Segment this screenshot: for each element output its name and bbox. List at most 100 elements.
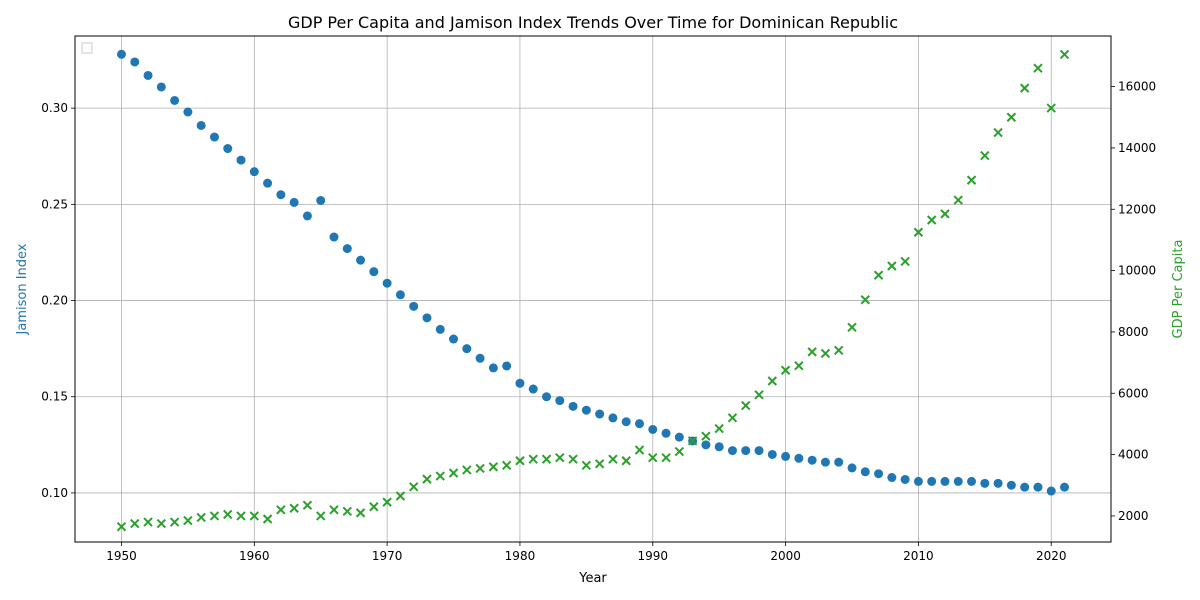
gdp-point (794, 360, 804, 371)
gdp-point (223, 509, 233, 520)
gdp-point (940, 209, 950, 219)
jamison-point (993, 478, 1003, 488)
y-right-tick-label: 12000 (1118, 202, 1156, 216)
gdp-point (1033, 63, 1043, 73)
gdp-point (608, 454, 618, 464)
gdp-point (435, 471, 445, 481)
y-axis-left-title: Jamison Index (15, 243, 30, 335)
jamison-point (980, 478, 990, 488)
gdp-point (143, 517, 153, 527)
x-axis-title: Year (578, 571, 607, 586)
jamison-point (1006, 480, 1016, 490)
gdp-point (900, 256, 910, 267)
jamison-point (528, 384, 538, 394)
jamison-point (1060, 482, 1070, 492)
jamison-point (302, 211, 312, 221)
jamison-point (249, 167, 259, 177)
jamison-point (913, 476, 923, 486)
jamison-point (581, 405, 591, 415)
jamison-point (183, 107, 193, 117)
jamison-point (316, 195, 326, 205)
jamison-point (488, 363, 498, 373)
jamison-point (449, 334, 459, 344)
y-axis-right-title: GDP Per Capita (1171, 240, 1186, 339)
jamison-point (767, 449, 777, 459)
x-tick-label: 1960 (239, 549, 270, 563)
jamison-point (727, 446, 737, 456)
jamison-point (661, 428, 671, 438)
y-right-tick-label: 2000 (1118, 509, 1149, 523)
gdp-point (701, 431, 711, 441)
chart-title: GDP Per Capita and Jamison Index Trends … (288, 13, 898, 32)
jamison-point (475, 353, 485, 363)
jamison-point (1020, 482, 1030, 492)
jamison-point (595, 409, 605, 419)
gdp-point (754, 390, 764, 400)
jamison-point (701, 440, 711, 450)
gdp-point (834, 345, 844, 356)
jamison-point (156, 82, 166, 92)
gdp-point (687, 436, 698, 446)
gdp-point (475, 463, 485, 474)
jamison-point (754, 446, 764, 456)
gdp-point (369, 502, 379, 512)
jamison-point (967, 476, 977, 486)
gdp-point (634, 445, 645, 455)
jamison-point (608, 413, 618, 423)
gdp-point (116, 521, 127, 532)
legend-box (81, 42, 93, 54)
jamison-point (223, 144, 233, 154)
gdp-point (1046, 103, 1056, 113)
jamison-point (781, 451, 791, 461)
gdp-point (355, 508, 366, 518)
x-tick-label: 1990 (637, 549, 668, 563)
gdp-point (183, 515, 193, 526)
gdp-point (528, 454, 538, 464)
gdp-point (568, 454, 578, 464)
jamison-point (196, 120, 206, 130)
gdp-point (408, 482, 419, 492)
jamison-point (236, 155, 246, 165)
gdp-point (329, 505, 339, 515)
jamison-point (329, 232, 339, 242)
jamison-point (794, 453, 804, 463)
jamison-point (953, 476, 963, 486)
gdp-point (382, 497, 392, 507)
gdp-point (422, 474, 432, 484)
jamison-point (621, 417, 631, 427)
jamison-point (435, 324, 445, 334)
y-left-tick-label: 0.30 (41, 101, 68, 115)
gdp-point (541, 454, 552, 464)
jamison-point (714, 442, 724, 452)
gdp-point (501, 460, 512, 471)
x-tick-label: 2000 (770, 549, 801, 563)
gdp-point (767, 376, 778, 386)
jamison-point (874, 469, 884, 479)
gdp-point (594, 459, 605, 469)
gdp-point (661, 452, 671, 463)
gdp-point (462, 465, 472, 475)
gdp-point (887, 261, 897, 271)
jamison-point (209, 132, 219, 142)
gdp-point (302, 500, 313, 510)
jamison-point (515, 378, 525, 388)
gdp-point (276, 505, 286, 515)
gdp-point (860, 295, 870, 305)
jamison-point (263, 178, 273, 188)
jamison-point (542, 392, 552, 402)
gdp-point (156, 518, 167, 529)
gdp-point (236, 511, 246, 521)
jamison-point (462, 344, 472, 354)
jamison-point (568, 401, 578, 411)
jamison-point (276, 190, 286, 200)
gdp-point (1019, 83, 1030, 93)
y-right-tick-label: 4000 (1118, 448, 1149, 462)
gdp-point (980, 150, 990, 161)
gdp-point (130, 518, 140, 529)
x-tick-label: 1970 (372, 549, 403, 563)
y-right-tick-label: 6000 (1118, 386, 1149, 400)
gdp-point (674, 446, 685, 457)
gdp-point (169, 517, 180, 527)
jamison-point (130, 57, 140, 67)
